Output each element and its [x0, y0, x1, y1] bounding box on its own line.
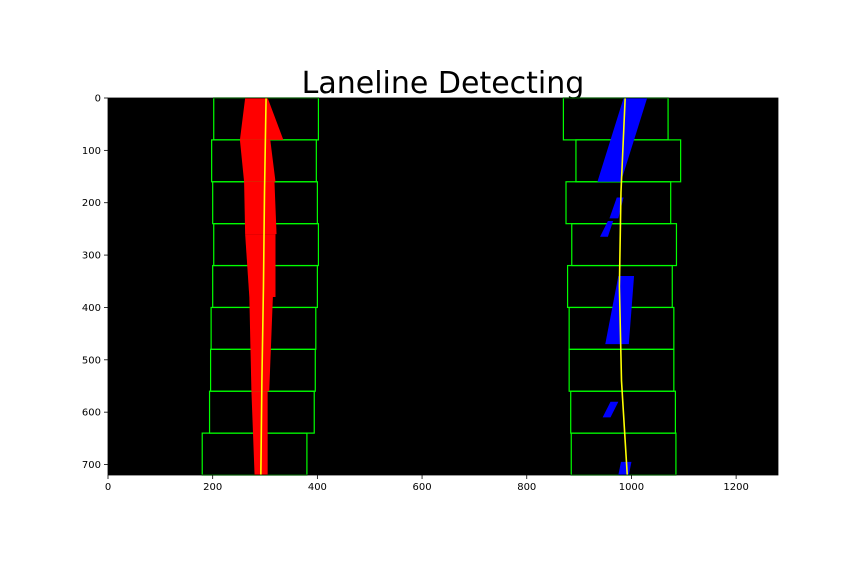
left-lane-pixels-3 [244, 181, 277, 235]
left-lane-pixels-1 [239, 98, 284, 140]
left-lane-pixels-2 [239, 139, 276, 182]
left-lane-pixels-5 [249, 296, 273, 392]
left-lane-pixels-layer [239, 98, 284, 475]
x-tick-label: 1200 [723, 482, 748, 493]
x-tick-label: 1000 [619, 482, 644, 493]
right-lane-pixels-1 [597, 98, 648, 182]
left-lane-fit-line [260, 97, 267, 476]
x-tick-label: 800 [517, 482, 536, 493]
y-tick-label: 200 [82, 198, 101, 209]
right-lane-pixels-5 [602, 401, 619, 418]
y-tick-label: 300 [82, 251, 101, 262]
x-tick-label: 200 [203, 482, 222, 493]
plot-background [108, 98, 778, 475]
plot-frame [107, 97, 779, 476]
y-tick-label: 600 [82, 408, 101, 419]
axes: 0 200 400 600 800 1000 1200 0 100 200 300 400 500 600… [82, 94, 779, 493]
y-tick-label: 0 [95, 94, 101, 105]
left-lane-pixels-4 [245, 234, 276, 297]
x-tick-label: 400 [308, 482, 327, 493]
y-tick-label: 100 [82, 146, 101, 157]
y-tick-label: 500 [82, 355, 101, 366]
fit-lines-layer [260, 97, 629, 476]
y-tick-label: 700 [82, 460, 101, 471]
right-lane-pixels-3 [600, 221, 614, 237]
x-tick-label: 600 [413, 482, 432, 493]
chart-title: Laneline Detecting [302, 66, 585, 101]
right-lane-pixels-6 [618, 461, 632, 475]
right-lane-fit-line [618, 97, 629, 476]
x-tick-label: 0 [105, 482, 111, 493]
y-tick-label: 400 [82, 303, 101, 314]
plot-area [108, 97, 778, 476]
left-lane-pixels-6 [251, 391, 268, 475]
